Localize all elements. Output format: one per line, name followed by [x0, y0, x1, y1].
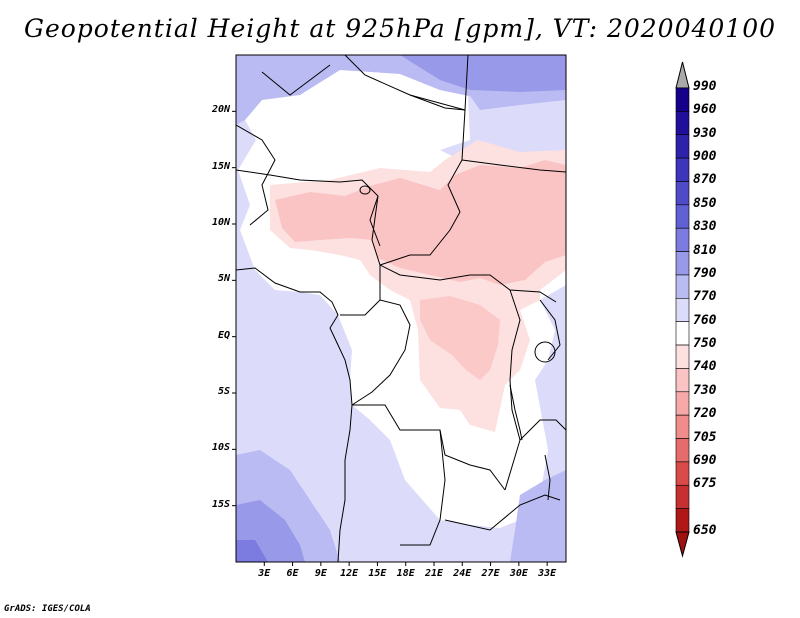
- colorbar-segment: [675, 87, 690, 112]
- colorbar-segment: [675, 251, 690, 276]
- lat-label: 15N: [211, 160, 230, 172]
- colorbar-segment: [675, 414, 690, 439]
- colorbar-segment: [675, 391, 690, 416]
- colorbar-label: 810: [693, 242, 717, 258]
- lon-label: 18E: [396, 568, 415, 579]
- lake-victoria: [534, 341, 556, 363]
- lon-label: 6E: [286, 568, 299, 579]
- lat-label: 10N: [211, 217, 230, 228]
- lon-label: 9E: [314, 568, 327, 579]
- colorbar-segment: [675, 227, 690, 252]
- border-sudan: [461, 159, 566, 173]
- lake-malawi: [544, 454, 551, 501]
- field-790-810-se: [510, 470, 566, 562]
- colorbar-label: 720: [693, 406, 717, 422]
- field-shading: [236, 55, 566, 562]
- colorbar-label: 830: [693, 219, 717, 235]
- field-830-850-sw: [236, 540, 268, 562]
- coastline-west-africa: [236, 267, 353, 562]
- border-cameroon: [340, 195, 381, 316]
- lat-label: 15S: [211, 498, 230, 510]
- colorbar-over-triangle: [675, 61, 690, 89]
- colorbar-segment: [675, 204, 690, 229]
- border-chad: [344, 55, 466, 266]
- colorbar-label: 790: [693, 265, 717, 281]
- border-libya-egypt: [409, 55, 469, 111]
- colorbar-segment: [675, 157, 690, 182]
- colorbar-segment: [675, 134, 690, 159]
- lon-label: 30E: [509, 568, 528, 579]
- border-zambia-south: [444, 494, 561, 531]
- colorbar-segment: [675, 508, 690, 533]
- field-810-830-north: [400, 55, 566, 92]
- lakes: [359, 185, 556, 501]
- border-congo-drc: [351, 299, 411, 406]
- colorbar-label: 770: [693, 289, 717, 305]
- colorbar-label: 960: [693, 102, 717, 118]
- colorbar-segment: [675, 111, 690, 136]
- lon-label: 12E: [340, 568, 359, 579]
- lat-label: EQ: [217, 329, 230, 341]
- lake-tanganyika: [509, 384, 523, 441]
- colorbar-label: 650: [693, 523, 717, 538]
- lon-label: 24E: [453, 568, 472, 579]
- colorbar-label: 990: [693, 79, 717, 94]
- border-west-sahel: [236, 124, 276, 226]
- colorbar-segment: [675, 368, 690, 393]
- colorbar: [675, 61, 690, 558]
- colorbar-label: 850: [693, 195, 717, 211]
- border-uganda-kenya: [539, 299, 561, 361]
- lat-label: 5N: [217, 273, 230, 285]
- colorbar-segment: [675, 181, 690, 206]
- colorbar-segment: [675, 484, 690, 509]
- axis-ticks: [232, 110, 548, 566]
- lon-label: 33E: [538, 568, 557, 579]
- colorbar-label: 760: [693, 312, 717, 328]
- colorbar-label: 750: [693, 336, 717, 352]
- plot-frame: [235, 54, 567, 563]
- colorbar-segment: [675, 461, 690, 486]
- credit-text: GrADS: IGES/COLA: [4, 604, 91, 614]
- lon-label: 3E: [258, 568, 271, 579]
- colorbar-label: 870: [693, 172, 717, 188]
- border-car: [379, 264, 557, 303]
- border-mali: [261, 64, 331, 96]
- colorbar-segment: [675, 298, 690, 322]
- colorbar-label: 675: [693, 476, 717, 492]
- lake-chad: [359, 185, 371, 195]
- lat-label: 10S: [211, 442, 230, 454]
- lon-label: 21E: [424, 568, 444, 579]
- colorbar-label: 705: [693, 429, 717, 445]
- border-tanzania: [519, 419, 566, 441]
- country-borders: [236, 55, 566, 562]
- colorbar-label: 740: [693, 359, 717, 375]
- lon-label: 27E: [481, 568, 500, 579]
- border-drc-angola: [352, 404, 506, 491]
- colorbar-label: 930: [693, 125, 717, 141]
- colorbar-segment: [675, 438, 690, 463]
- lat-label: 5S: [217, 386, 230, 397]
- map-title: Geopotential Height at 925hPa [gpm], VT:…: [23, 14, 777, 43]
- border-angola-zambia: [400, 429, 446, 546]
- lon-label: 15E: [368, 568, 387, 579]
- lat-label: 20N: [211, 104, 230, 116]
- border-niger-nigeria: [236, 169, 381, 247]
- colorbar-label: 900: [693, 149, 717, 165]
- colorbar-segment: [675, 321, 690, 346]
- field-740-750: [275, 160, 566, 285]
- colorbar-segment: [675, 344, 690, 369]
- field-740-750-south: [420, 296, 500, 380]
- colorbar-under-triangle: [675, 531, 690, 558]
- colorbar-label: 730: [693, 382, 717, 398]
- colorbar-label: 690: [693, 452, 717, 468]
- colorbar-segment: [675, 274, 690, 299]
